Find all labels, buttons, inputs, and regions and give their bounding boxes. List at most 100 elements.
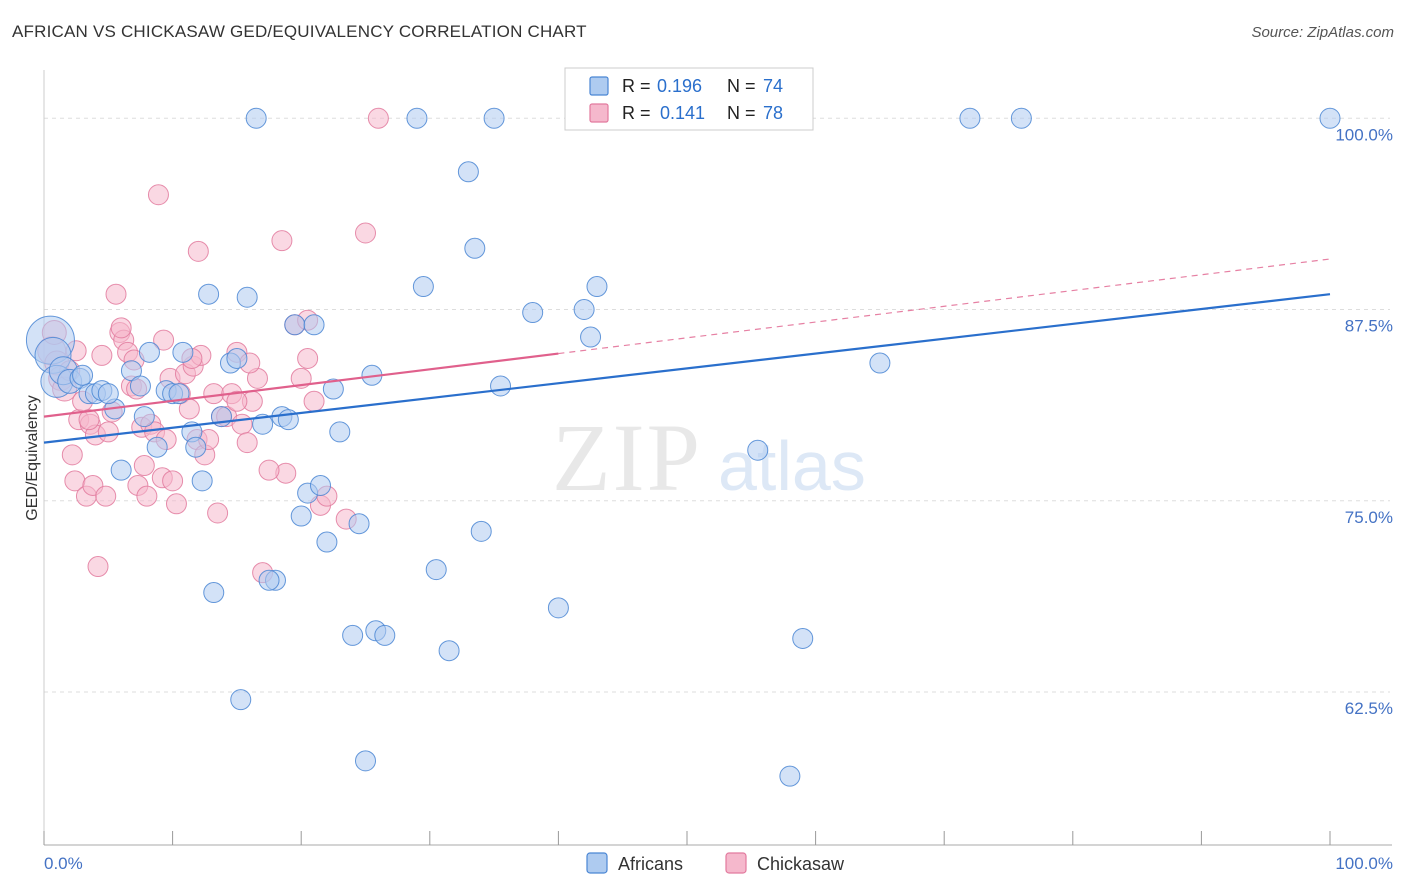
y-tick-label: 62.5% xyxy=(1345,699,1393,718)
africans-point xyxy=(522,302,544,324)
chickasaw-trend-line-extension xyxy=(558,258,1331,355)
africans-point xyxy=(869,352,891,374)
africans-point xyxy=(133,406,155,428)
africans-point xyxy=(547,597,569,619)
stats-n-label-chickasaw: N = xyxy=(727,103,756,123)
stats-n-label-africans: N = xyxy=(727,76,756,96)
chart-title: AFRICAN VS CHICKASAW GED/EQUIVALENCY COR… xyxy=(12,22,587,41)
x-tick-label: 0.0% xyxy=(44,854,83,873)
africans-point xyxy=(329,421,351,443)
x-tick-label: 100.0% xyxy=(1335,854,1393,873)
africans-point xyxy=(284,314,306,336)
africans-point xyxy=(226,347,248,369)
africans-point xyxy=(406,107,428,129)
chickasaw-point xyxy=(136,485,158,507)
africans-point xyxy=(374,624,396,646)
africans-point xyxy=(236,286,258,308)
x-ticks: 0.0% 100.0% xyxy=(43,831,1393,873)
africans-point xyxy=(185,436,207,458)
legend-swatch-africans xyxy=(586,852,608,874)
africans-point xyxy=(191,470,213,492)
chickasaw-point xyxy=(355,222,376,244)
stats-legend-swatch-chickasaw xyxy=(589,103,609,123)
africans-point xyxy=(586,276,608,298)
y-tick-label: 75.0% xyxy=(1345,508,1393,527)
africans-point xyxy=(172,341,194,363)
africans-point xyxy=(355,750,376,772)
chickasaw-point xyxy=(226,390,248,412)
chickasaw-point xyxy=(87,556,109,578)
africans-point xyxy=(203,582,225,604)
chickasaw-point xyxy=(290,367,312,389)
chickasaw-point xyxy=(297,347,319,369)
chickasaw-point xyxy=(133,455,155,477)
chickasaw-points xyxy=(37,107,389,584)
chickasaw-point xyxy=(153,329,175,351)
africans-point xyxy=(230,689,252,711)
africans-point xyxy=(483,107,505,129)
chickasaw-point xyxy=(367,107,389,129)
legend-label-chickasaw: Chickasaw xyxy=(757,854,845,874)
africans-point xyxy=(580,326,602,348)
stats-r-label-africans: R = xyxy=(622,76,651,96)
africans-point xyxy=(457,161,479,183)
africans-point xyxy=(959,107,981,129)
africans-point xyxy=(438,640,460,662)
chickasaw-point xyxy=(78,409,100,431)
chickasaw-trend-line xyxy=(43,352,559,418)
legend-label-africans: Africans xyxy=(618,854,683,874)
stats-legend: R = 0.196 N = 74 R = 0.141 N = 78 xyxy=(564,67,814,131)
chickasaw-point xyxy=(271,230,293,252)
africans-point xyxy=(303,314,325,336)
stats-n-value-africans: 74 xyxy=(763,76,783,96)
africans-point xyxy=(290,505,312,527)
chickasaw-point xyxy=(303,390,325,412)
africans-point xyxy=(138,341,160,363)
africans-point xyxy=(1319,107,1341,129)
africans-point xyxy=(146,436,168,458)
africans-point xyxy=(412,276,434,298)
watermark: ZIP atlas xyxy=(552,404,866,511)
africans-point xyxy=(110,459,132,481)
chickasaw-point xyxy=(236,432,258,454)
africans-point xyxy=(129,375,151,397)
chickasaw-point xyxy=(97,421,119,443)
chickasaw-point xyxy=(91,344,113,366)
africans-point xyxy=(1010,107,1032,129)
chickasaw-point xyxy=(165,493,187,515)
africans-point xyxy=(198,283,220,305)
series-legend: Africans Chickasaw xyxy=(586,852,845,874)
africans-point xyxy=(747,439,769,461)
y-tick-label: 100.0% xyxy=(1335,125,1393,144)
africans-point xyxy=(464,237,486,259)
axes xyxy=(43,70,1392,846)
africans-point xyxy=(322,378,344,400)
stats-r-value-africans: 0.196 xyxy=(657,76,702,96)
chickasaw-point xyxy=(258,459,280,481)
africans-point xyxy=(258,569,280,591)
stats-n-value-chickasaw: 78 xyxy=(763,103,783,123)
source-credit: Source: ZipAtlas.com xyxy=(1251,24,1394,41)
chickasaw-point xyxy=(231,413,253,435)
stats-r-value-chickasaw: 0.141 xyxy=(660,103,705,123)
chickasaw-point xyxy=(147,184,169,206)
africans-point xyxy=(425,559,447,581)
chickasaw-point xyxy=(61,444,83,466)
chickasaw-point xyxy=(162,470,184,492)
africans-point xyxy=(779,765,801,787)
legend-swatch-chickasaw xyxy=(725,852,747,874)
chickasaw-point xyxy=(203,383,225,405)
africans-point xyxy=(309,474,331,496)
chickasaw-point xyxy=(110,317,132,339)
africans-point xyxy=(573,299,595,320)
africans-point xyxy=(490,375,512,397)
africans-point xyxy=(470,520,492,542)
africans-trend-line xyxy=(43,293,1331,444)
y-tick-label: 87.5% xyxy=(1345,317,1393,336)
watermark-zip: ZIP xyxy=(552,404,702,511)
africans-point xyxy=(72,364,94,386)
africans-point xyxy=(342,624,364,646)
africans-point xyxy=(792,627,814,649)
chickasaw-point xyxy=(187,240,209,262)
